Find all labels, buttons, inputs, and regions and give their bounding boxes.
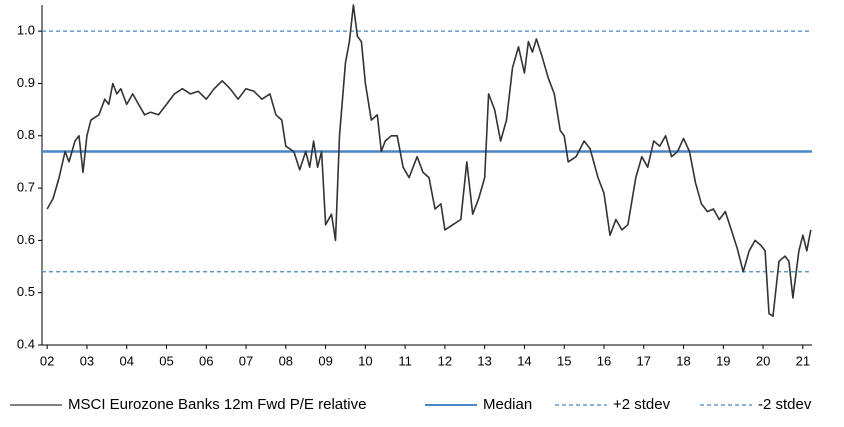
x-tick-label: 07 xyxy=(239,353,253,368)
x-tick-label: 12 xyxy=(438,353,452,368)
x-tick-label: 20 xyxy=(756,353,770,368)
series-line xyxy=(46,4,812,317)
y-tick-label: 0.8 xyxy=(17,127,35,142)
x-tick-label: 08 xyxy=(279,353,293,368)
x-tick-label: 14 xyxy=(517,353,531,368)
x-tick-label: 05 xyxy=(159,353,173,368)
x-tick-label: 04 xyxy=(119,353,133,368)
x-tick-label: 15 xyxy=(557,353,571,368)
y-tick-label: 0.9 xyxy=(17,75,35,90)
x-tick-label: 02 xyxy=(40,353,54,368)
x-tick-label: 19 xyxy=(716,353,730,368)
x-tick-label: 17 xyxy=(637,353,651,368)
legend-label: +2 stdev xyxy=(613,396,671,413)
legend-label: MSCI Eurozone Banks 12m Fwd P/E relative xyxy=(68,396,366,413)
x-tick-label: 21 xyxy=(796,353,810,368)
x-tick-label: 10 xyxy=(358,353,372,368)
x-tick-label: 09 xyxy=(318,353,332,368)
y-tick-label: 0.5 xyxy=(17,284,35,299)
y-tick-label: 1.0 xyxy=(17,23,35,38)
y-tick-label: 0.7 xyxy=(17,180,35,195)
y-tick-label: 0.6 xyxy=(17,232,35,247)
x-tick-label: 13 xyxy=(477,353,491,368)
legend-label: -2 stdev xyxy=(758,396,812,413)
x-tick-label: 16 xyxy=(597,353,611,368)
x-tick-label: 06 xyxy=(199,353,213,368)
x-tick-label: 18 xyxy=(676,353,690,368)
x-tick-label: 03 xyxy=(80,353,94,368)
x-tick-label: 11 xyxy=(398,353,412,368)
legend-label: Median xyxy=(483,396,532,413)
y-tick-label: 0.4 xyxy=(17,336,35,351)
